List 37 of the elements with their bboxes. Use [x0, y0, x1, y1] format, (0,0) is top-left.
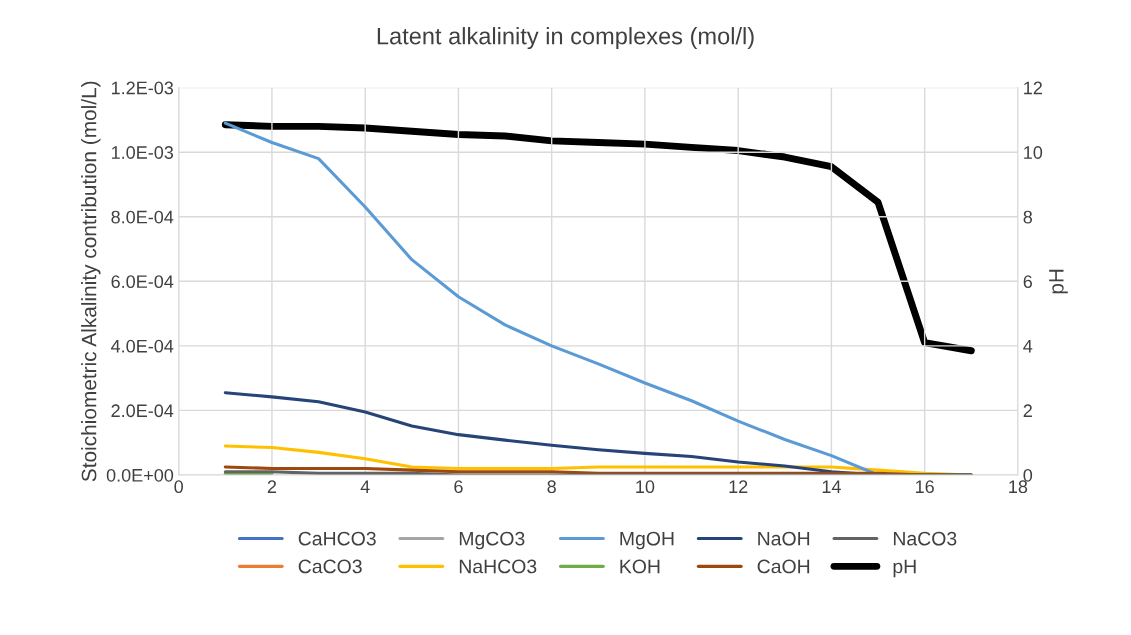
y-tick-label: 6.0E-04	[111, 275, 174, 289]
x-tick-label: 4	[360, 480, 370, 493]
x-tick-label: 16	[915, 480, 934, 494]
y-tick-label: 1.2E-03	[111, 81, 174, 95]
y-tick-label: 4.0E-04	[111, 339, 174, 353]
y2-tick-label: 6	[1023, 275, 1033, 289]
y-tick-label: 1.0E-03	[111, 146, 174, 159]
x-tick-label: 6	[454, 480, 463, 494]
legend-label: MgOH	[620, 531, 674, 550]
x-tick-label: 2	[267, 480, 277, 493]
y2-tick-label: 12	[1024, 81, 1042, 95]
legend-label: KOH	[620, 559, 660, 574]
legend-label: MgCO3	[459, 531, 525, 550]
y2-tick-label: 4	[1023, 339, 1033, 353]
legend-label: NaCO3	[893, 531, 957, 546]
y2-tick-label: 2	[1023, 404, 1032, 417]
chart-title: Latent alkalinity in complexes (mol/l)	[377, 27, 754, 50]
legend-label: pH	[893, 559, 916, 578]
y2-axis-title: pH	[1049, 269, 1068, 294]
x-tick-label: 10	[636, 480, 655, 494]
y-tick-label: 8.0E-04	[111, 210, 174, 224]
x-tick-label: 0	[174, 480, 184, 494]
y-axis-title: Stoichiometric Alkalinity contribution (mol/L)	[81, 81, 101, 482]
y-tick-label: 2.0E-04	[111, 404, 174, 418]
legend-label: NaOH	[758, 531, 810, 546]
x-tick-label: 8	[547, 480, 556, 494]
y-tick-label: 0.0E+00	[106, 468, 174, 482]
y2-tick-label: 0	[1023, 468, 1033, 482]
legend-label: CaOH	[757, 559, 810, 574]
y2-tick-label: 10	[1024, 146, 1043, 159]
legend-label: CaCO3	[298, 559, 362, 574]
y2-tick-label: 8	[1023, 210, 1033, 224]
legend-label: CaHCO3	[298, 531, 376, 546]
x-tick-label: 12	[729, 480, 748, 493]
x-tick-label: 14	[822, 480, 841, 493]
x-tick-label: 18	[1009, 480, 1028, 494]
legend-label: NaHCO3	[459, 559, 537, 574]
